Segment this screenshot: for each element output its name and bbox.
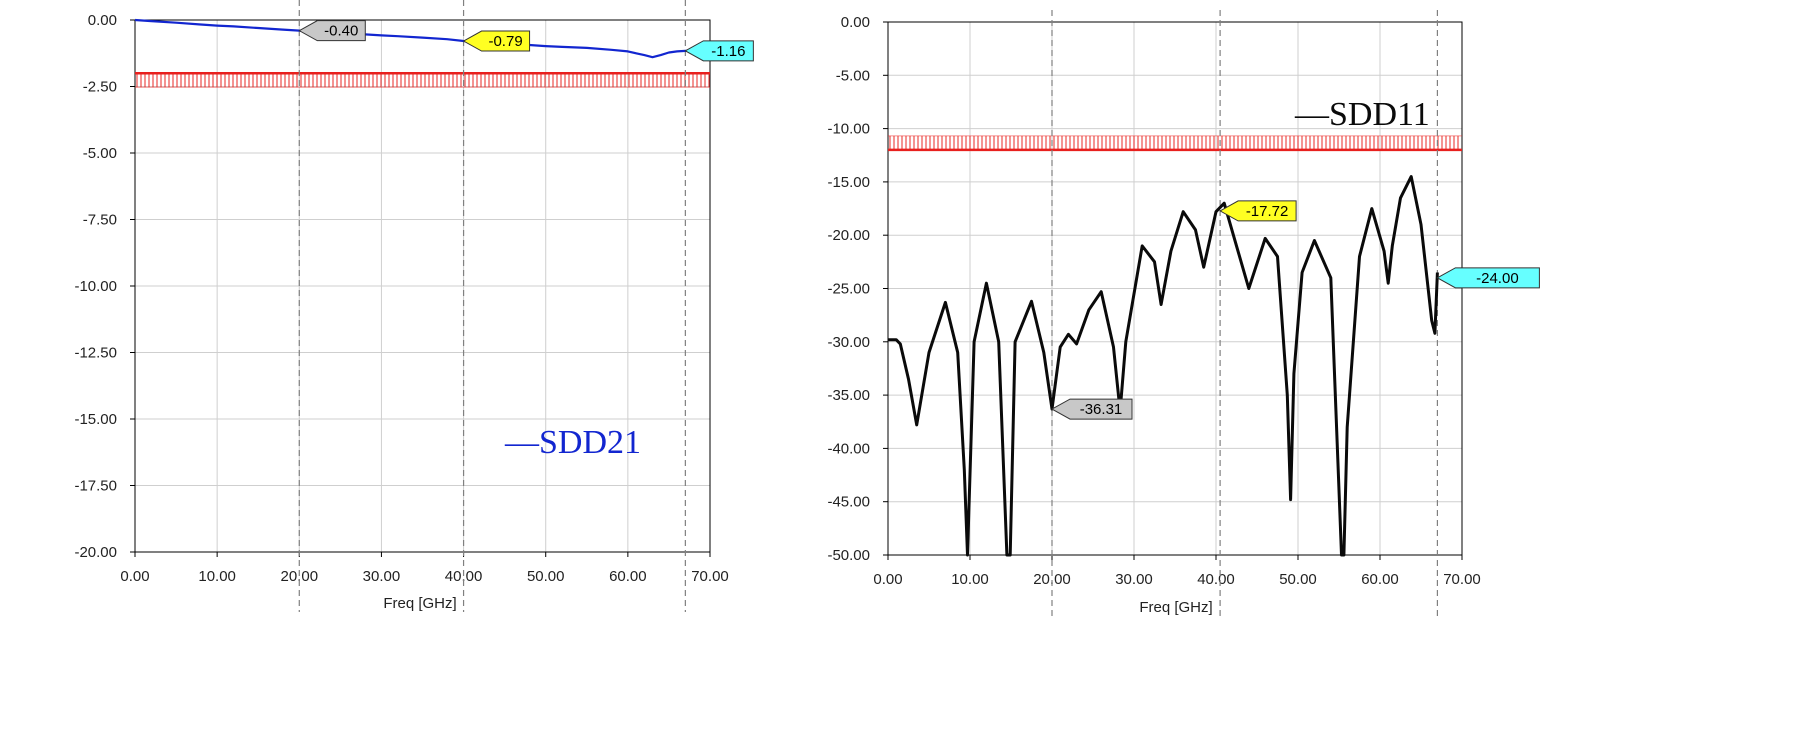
- chart2-x-tick-label: 10.00: [951, 571, 989, 588]
- chart2-marker-value: -24.00: [1476, 270, 1519, 287]
- chart1-y-tick-label: -17.50: [74, 478, 117, 495]
- chart2-y-tick-label: -20.00: [827, 227, 870, 244]
- chart1-series-line: [134, 18, 711, 59]
- chart1-x-tick-label: 0.00: [120, 568, 149, 585]
- chart2-x-axis-label: Freq [GHz]: [1139, 599, 1212, 616]
- chart2-marker-callout: [1219, 200, 1297, 222]
- chart1-x-tick-label: 60.00: [609, 568, 647, 585]
- chart2-marker-value: -17.72: [1246, 203, 1289, 220]
- chart1-y-tick-label: 0.00: [88, 12, 117, 29]
- chart1-x-tick-label: 30.00: [363, 568, 401, 585]
- chart2-marker-value: -36.31: [1080, 401, 1123, 418]
- chart2-y-tick-label: -35.00: [827, 387, 870, 404]
- chart1-limit-hatch: [136, 73, 710, 88]
- chart2-y-tick-label: -45.00: [827, 494, 870, 511]
- chart1-legend-label: —SDD21: [504, 424, 641, 461]
- chart2-y-tick-label: -40.00: [827, 440, 870, 457]
- chart2-marker-callout: [1050, 398, 1133, 420]
- chart2-plot-frame: [887, 21, 1463, 556]
- sdd11-chart: 0.00 10.00 20.00 30.00 40.00 50.00 60.00 70.00 0…: [827, 10, 1540, 620]
- chart1-x-tick-label: 70.00: [691, 568, 729, 585]
- chart2-x-tick-label: 40.00: [1197, 571, 1235, 588]
- chart1-x-tick-label: 10.00: [198, 568, 236, 585]
- chart1-y-tick-label: -7.50: [83, 212, 117, 229]
- chart1-marker-value: -0.79: [488, 33, 522, 50]
- chart2-y-tick-label: -10.00: [827, 121, 870, 138]
- chart1-y-tick-label: -10.00: [74, 278, 117, 295]
- chart1-x-tick-label: 50.00: [527, 568, 565, 585]
- chart2-series-line: [888, 175, 1439, 557]
- chart1-marker-callout: [298, 20, 366, 42]
- chart2-x-tick-label: 60.00: [1361, 571, 1399, 588]
- chart2-x-tick-label: 20.00: [1033, 571, 1071, 588]
- chart1-plot-frame: [134, 19, 711, 553]
- chart1-y-tick-label: -2.50: [83, 79, 117, 96]
- chart2-legend-label: —SDD11: [1294, 96, 1430, 133]
- sdd21-chart: 0.00 10.00 20.00 30.00 40.00 50.00 60.00 70.00 0…: [74, 0, 754, 612]
- chart2-y-tick-label: -50.00: [827, 547, 870, 564]
- chart1-y-tick-label: -5.00: [83, 145, 117, 162]
- chart1-x-tick-label: 40.00: [445, 568, 483, 585]
- chart2-x-tick-label: 0.00: [873, 571, 902, 588]
- chart2-y-tick-label: 0.00: [841, 14, 870, 31]
- chart2-y-tick-label: -5.00: [836, 67, 870, 84]
- chart1-y-tick-label: -12.50: [74, 345, 117, 362]
- chart2-y-tick-label: -30.00: [827, 334, 870, 351]
- chart1-y-tick-label: -20.00: [74, 544, 117, 561]
- chart2-x-tick-label: 50.00: [1279, 571, 1317, 588]
- chart1-marker-callout: [684, 40, 754, 62]
- chart1-marker-callout: [462, 30, 531, 52]
- chart1-x-tick-label: 20.00: [281, 568, 319, 585]
- chart2-marker-callout: [1436, 267, 1540, 289]
- chart2-x-tick-label: 30.00: [1115, 571, 1153, 588]
- chart2-limit-hatch: [889, 135, 1459, 150]
- chart1-marker-value: -1.16: [711, 43, 745, 60]
- chart2-x-tick-label: 70.00: [1443, 571, 1481, 588]
- chart2-y-tick-label: -25.00: [827, 281, 870, 298]
- chart2-y-tick-label: -15.00: [827, 174, 870, 191]
- chart1-marker-value: -0.40: [324, 23, 358, 40]
- chart1-y-tick-label: -15.00: [74, 411, 117, 428]
- chart1-x-axis-label: Freq [GHz]: [383, 595, 456, 612]
